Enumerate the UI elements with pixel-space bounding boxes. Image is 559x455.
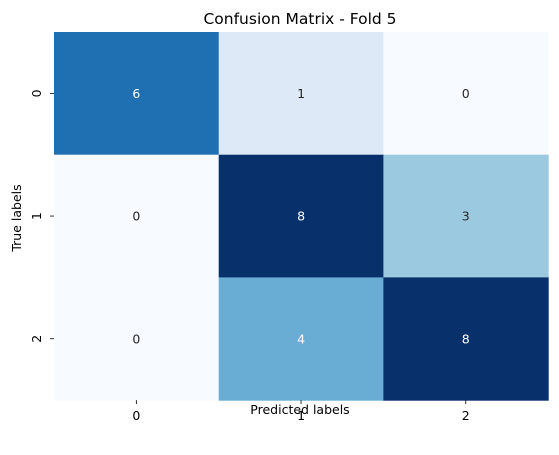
y-axis-label: True labels xyxy=(9,184,24,252)
heatmap-cell-0-0 xyxy=(54,32,220,156)
cell-value-label-1-1: 8 xyxy=(297,209,305,224)
x-tick-label-0: 0 xyxy=(132,408,140,423)
cell-value-label-1-0: 0 xyxy=(132,209,140,224)
heatmap-cell-1-0 xyxy=(54,154,220,278)
heatmap-cell-2-1 xyxy=(218,277,384,401)
heatmap-cell-1-2 xyxy=(383,154,549,278)
cell-value-label-2-2: 8 xyxy=(462,331,470,346)
cell-value-label-0-0: 6 xyxy=(132,86,140,101)
heatmap-cells: 6 1 0 0 8 3 0 4 8 xyxy=(54,32,549,401)
y-axis-ticks: 0 1 2 xyxy=(29,89,54,343)
y-tick-label-2: 2 xyxy=(29,335,44,343)
cell-value-label-1-2: 3 xyxy=(462,209,470,224)
y-tick-label-1: 1 xyxy=(29,212,44,220)
heatmap-cell-2-2 xyxy=(383,277,549,401)
chart-title: Confusion Matrix - Fold 5 xyxy=(203,10,396,28)
heatmap-cell-0-1 xyxy=(218,32,384,156)
cell-value-label-2-1: 4 xyxy=(297,331,305,346)
x-tick-label-2: 2 xyxy=(462,408,470,423)
y-tick-label-0: 0 xyxy=(29,89,44,97)
heatmap-cell-2-0 xyxy=(54,277,220,401)
cell-value-label-0-2: 0 xyxy=(462,86,470,101)
heatmap-cell-0-2 xyxy=(383,32,549,156)
x-tick-label-1: 1 xyxy=(297,408,305,423)
cell-value-label-0-1: 1 xyxy=(297,86,305,101)
heatmap-cell-1-1 xyxy=(218,154,384,278)
x-axis-ticks: 0 1 2 xyxy=(132,400,470,423)
cell-value-label-2-0: 0 xyxy=(132,331,140,346)
x-axis-label: Predicted labels xyxy=(250,402,349,417)
